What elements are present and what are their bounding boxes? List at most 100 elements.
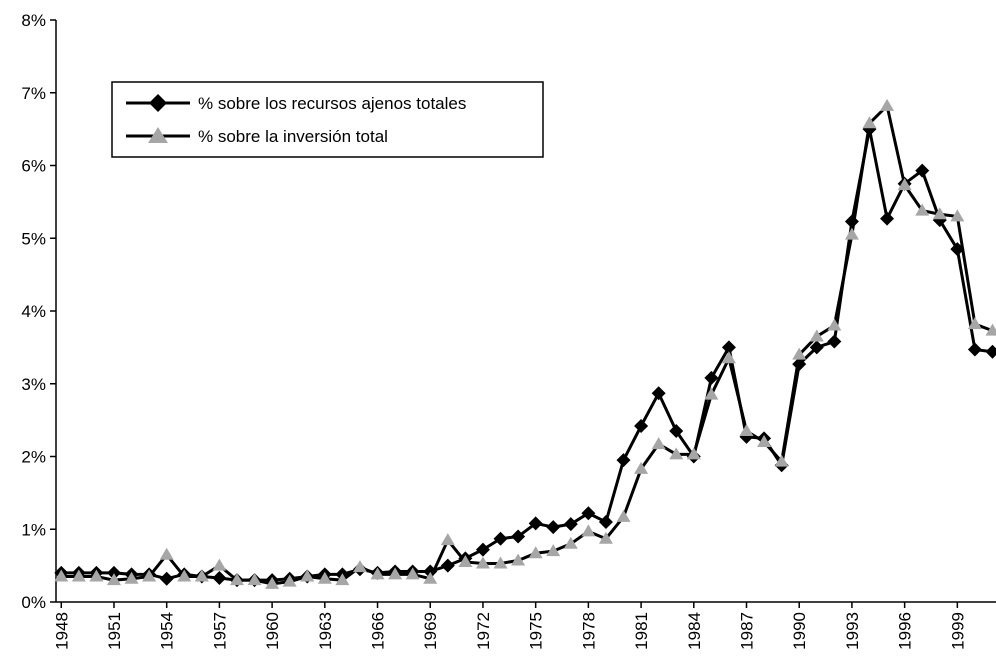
- triangle-marker: [159, 547, 174, 560]
- triangle-marker: [282, 574, 297, 587]
- x-tick-label: 1993: [843, 612, 862, 650]
- x-tick-label: 1954: [158, 612, 177, 650]
- diamond-marker: [598, 514, 613, 529]
- diamond-marker: [159, 571, 174, 586]
- triangle-marker: [106, 573, 121, 586]
- y-tick-label: 7%: [21, 84, 46, 103]
- diamond-marker: [950, 242, 965, 257]
- triangle-marker: [177, 569, 192, 582]
- diamond-marker: [212, 570, 227, 585]
- legend-box: [111, 81, 544, 158]
- x-tick-label: 1999: [948, 612, 967, 650]
- y-tick-label: 4%: [21, 302, 46, 321]
- triangle-marker: [862, 116, 877, 129]
- triangle-marker: [880, 98, 895, 111]
- triangle-marker: [265, 576, 280, 589]
- triangle-marker: [581, 524, 596, 537]
- triangle-marker: [54, 569, 69, 582]
- triangle-marker: [71, 569, 86, 582]
- triangle-marker: [528, 546, 543, 559]
- triangle-marker: [300, 569, 315, 582]
- diamond-marker: [546, 520, 561, 535]
- diamond-marker: [792, 357, 807, 372]
- triangle-marker: [317, 571, 332, 584]
- series-line: [61, 102, 994, 586]
- diamond-marker: [915, 163, 930, 178]
- triangle-marker: [985, 323, 996, 336]
- triangle-marker: [546, 544, 561, 557]
- legend-marker: [149, 94, 167, 112]
- x-tick-label: 1966: [369, 612, 388, 650]
- x-tick-label: 1951: [105, 612, 124, 650]
- triangle-marker: [458, 554, 473, 567]
- triangle-marker: [967, 317, 982, 330]
- x-tick-label: 1978: [579, 612, 598, 650]
- x-tick-label: 1975: [527, 612, 546, 650]
- diamond-marker: [440, 558, 455, 573]
- triangle-marker: [651, 437, 666, 450]
- y-tick-label: 0%: [21, 593, 46, 612]
- triangle-marker: [739, 424, 754, 437]
- diamond-marker: [493, 531, 508, 546]
- diamond-marker: [423, 564, 438, 579]
- triangle-marker: [932, 207, 947, 220]
- y-tick-label: 6%: [21, 157, 46, 176]
- diamond-marker: [106, 565, 121, 580]
- diamond-marker: [967, 342, 982, 357]
- triangle-marker: [686, 447, 701, 460]
- x-tick-label: 1960: [263, 612, 282, 650]
- triangle-marker: [194, 569, 209, 582]
- diamond-marker: [616, 453, 631, 468]
- y-tick-label: 5%: [21, 229, 46, 248]
- triangle-marker: [388, 567, 403, 580]
- triangle-marker: [616, 509, 631, 522]
- triangle-marker: [792, 347, 807, 360]
- triangle-marker: [827, 318, 842, 331]
- y-tick-label: 3%: [21, 375, 46, 394]
- y-tick-label: 1%: [21, 520, 46, 539]
- diamond-marker: [651, 386, 666, 401]
- triangle-marker: [844, 227, 859, 240]
- legend-marker: [148, 127, 168, 143]
- triangle-marker: [89, 569, 104, 582]
- diamond-marker: [880, 211, 895, 226]
- x-tick-label: 1990: [790, 612, 809, 650]
- triangle-marker: [511, 553, 526, 566]
- triangle-marker: [493, 556, 508, 569]
- triangle-marker: [440, 533, 455, 546]
- diamond-marker: [563, 517, 578, 532]
- diamond-marker: [475, 542, 490, 557]
- x-tick-label: 1948: [52, 612, 71, 650]
- legend-label: % sobre la inversión total: [198, 127, 388, 146]
- triangle-marker: [897, 178, 912, 191]
- diamond-marker: [721, 340, 736, 355]
- triangle-marker: [124, 571, 139, 584]
- triangle-marker: [757, 434, 772, 447]
- triangle-marker: [475, 556, 490, 569]
- triangle-marker: [774, 454, 789, 467]
- diamond-marker: [827, 334, 842, 349]
- x-tick-label: 1963: [316, 612, 335, 650]
- diamond-marker: [581, 506, 596, 521]
- x-tick-label: 1996: [896, 612, 915, 650]
- y-tick-label: 2%: [21, 448, 46, 467]
- diamond-marker: [844, 214, 859, 229]
- triangle-marker: [212, 558, 227, 571]
- triangle-marker: [598, 531, 613, 544]
- x-tick-label: 1984: [685, 612, 704, 650]
- triangle-marker: [142, 569, 157, 582]
- triangle-marker: [335, 573, 350, 586]
- triangle-marker: [704, 387, 719, 400]
- x-tick-label: 1969: [421, 612, 440, 650]
- triangle-marker: [915, 203, 930, 216]
- triangle-marker: [809, 329, 824, 342]
- triangle-marker: [352, 560, 367, 573]
- triangle-marker: [405, 567, 420, 580]
- triangle-marker: [563, 536, 578, 549]
- diamond-marker: [985, 344, 996, 359]
- diamond-marker: [704, 370, 719, 385]
- triangle-marker: [229, 573, 244, 586]
- x-tick-label: 1957: [210, 612, 229, 650]
- diamond-marker: [809, 340, 824, 355]
